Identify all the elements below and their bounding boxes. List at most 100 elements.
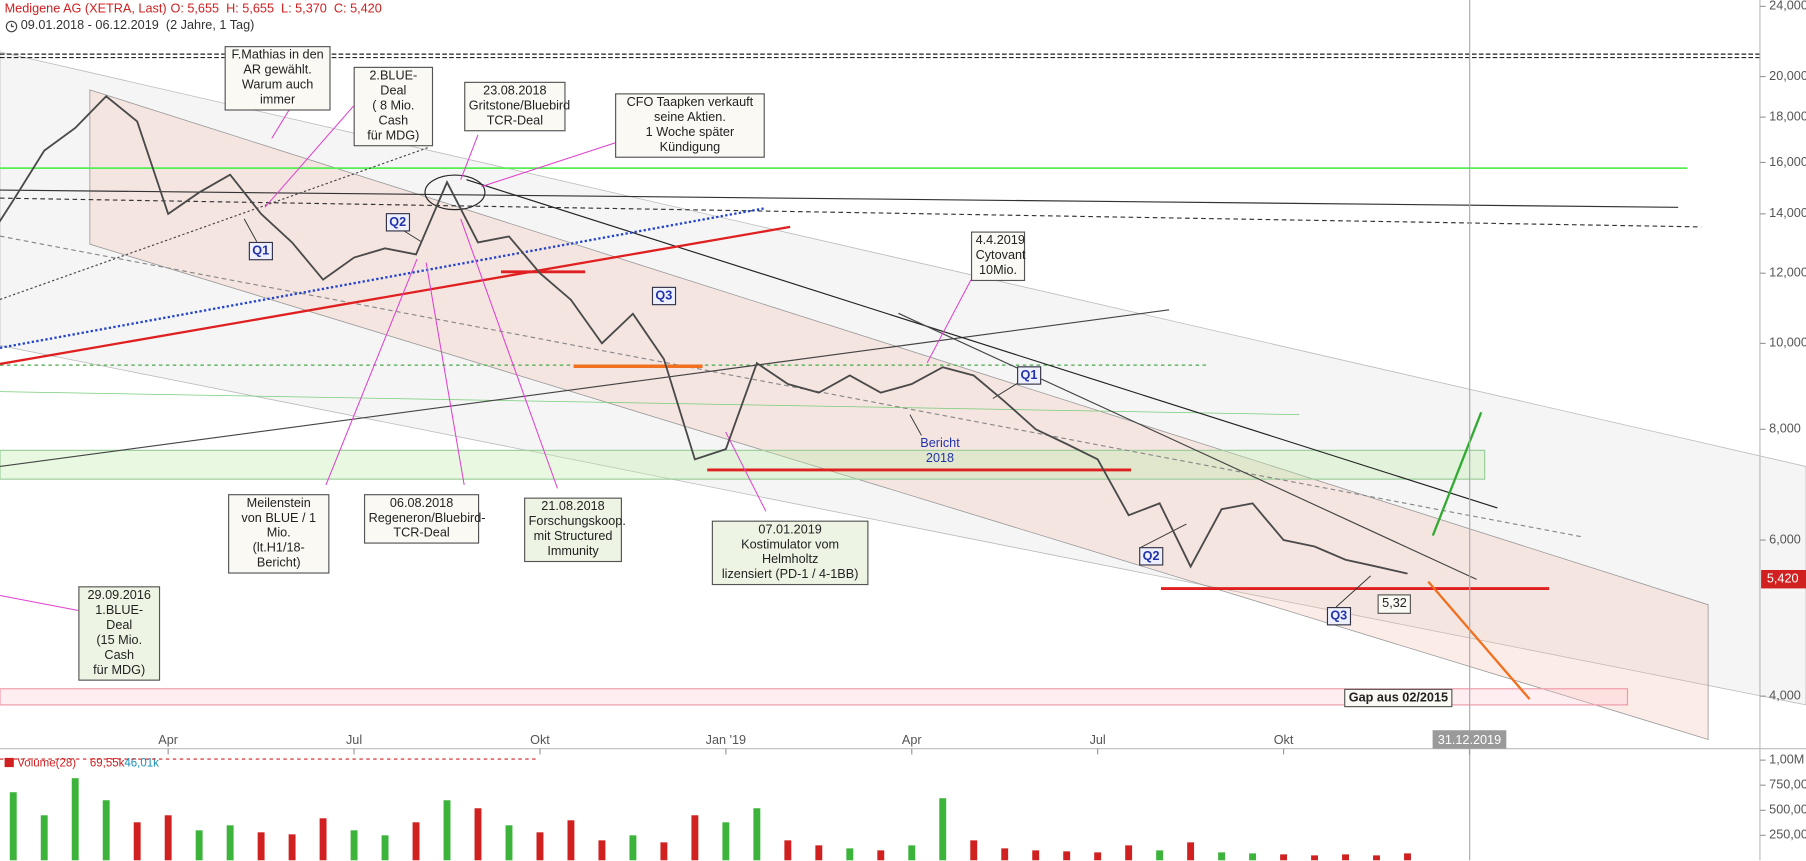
y-tick-label: 20,000: [1769, 69, 1806, 83]
x-tick-label: Jul: [346, 733, 362, 747]
annotation: 21.08.2018 Forschungskoop. mit Structure…: [524, 497, 626, 563]
trendline: [0, 225, 791, 366]
connectors: [0, 96, 972, 611]
y-tick-label: 18,000: [1769, 109, 1806, 123]
annotation: Bericht 2018: [920, 436, 960, 466]
trendline: [0, 235, 1582, 538]
volume-bar: [288, 834, 296, 861]
volume-bar: [9, 792, 17, 861]
x-tick-label: Jul: [1090, 733, 1106, 747]
trendline: [0, 309, 1170, 468]
trendline: [898, 312, 1477, 580]
trendline: [0, 207, 764, 349]
highlight: [424, 174, 486, 211]
quarter-label: Q2: [1139, 547, 1163, 566]
volume-title: Volume(28): [17, 758, 76, 770]
last-price-box: [1761, 569, 1806, 589]
volume-bar: [846, 848, 854, 861]
annotation: Gap aus 02/2015: [1344, 688, 1453, 708]
y-tick-label: 16,000: [1769, 155, 1806, 169]
volume-bar: [505, 825, 513, 861]
volume-bar: [970, 840, 978, 861]
outer-channel: [0, 51, 1806, 706]
y-tick-label: 12,000: [1769, 266, 1806, 280]
annotation: 2.BLUE-Deal ( 8 Mio. Cash für MDG): [353, 66, 434, 147]
annotation: 06.08.2018 Regeneron/Bluebird- TCR-Deal: [363, 494, 486, 544]
trendline: [0, 391, 1300, 416]
connectors: [243, 218, 1371, 608]
volume-bar: [722, 822, 730, 861]
quarter-label: Q2: [385, 213, 410, 232]
volume-bar: [629, 835, 637, 861]
price-line: [0, 95, 1408, 575]
annotation: CFO Taapken verkauft seine Aktien. 1 Woc…: [615, 93, 765, 158]
volume-bar: [1187, 842, 1195, 861]
volume-bar: [1218, 852, 1226, 861]
volume-bar: [1125, 845, 1133, 861]
volume-readout: 46,01k: [124, 758, 159, 770]
volume-bar: [443, 800, 451, 861]
x-tick-label: Jan '19: [706, 733, 746, 747]
volume-bar: [567, 820, 575, 861]
volume-bar: [412, 822, 420, 861]
y-tick-label: 250,00k: [1769, 828, 1806, 842]
y-tick-label: 14,000: [1769, 206, 1806, 220]
volume-bar: [164, 815, 172, 861]
trendline: [0, 197, 1702, 228]
y-tick-label: 4,000: [1769, 689, 1801, 703]
clock-icon: [5, 20, 18, 33]
quarter-label: Q3: [1326, 606, 1351, 626]
volume-bar: [877, 850, 885, 861]
volume-bar: [1404, 853, 1411, 861]
volume-bar: [1156, 850, 1164, 861]
volume-bar: [1249, 853, 1257, 861]
scenario: [1427, 580, 1531, 700]
instrument: Medigene AG (XETRA, Last): [4, 2, 167, 17]
scenario: [1431, 411, 1483, 537]
price-channel: [89, 89, 1709, 741]
y-tick-label: 500,00k: [1769, 803, 1806, 817]
annotation: Meilenstein von BLUE / 1 Mio. (lt.H1/18-…: [228, 494, 330, 574]
volume-bar: [226, 825, 234, 861]
volume-readout: 69,55k: [90, 758, 125, 770]
volume-bar: [381, 835, 389, 861]
volume-bar: [1032, 850, 1040, 861]
volume-bar: [1280, 854, 1288, 861]
volume-bar: [474, 808, 482, 861]
volume-bar: [133, 822, 141, 861]
volume-bar: [753, 808, 761, 861]
volume-bar: [1342, 854, 1349, 861]
volume-bar: [102, 800, 110, 861]
volume-bar: [660, 842, 668, 861]
volume-bar: [1311, 855, 1319, 861]
y-tick-label: 1,00M: [1769, 752, 1804, 766]
y-tick-label: 6,000: [1769, 532, 1801, 546]
annotation: 4.4.2019 Cytovant 10Mio.: [970, 231, 1026, 282]
last-price-label: 5,420: [1767, 572, 1799, 586]
volume-bar: [1373, 855, 1380, 861]
volume-bar: [908, 845, 916, 861]
annotation: F.Mathias in den AR gewählt. Warum auch …: [224, 46, 331, 111]
volume-bar: [195, 830, 203, 861]
volume-icon: [4, 757, 14, 768]
volume-bar: [815, 845, 823, 861]
annotation: 07.01.2019 Kostimulator vom Helmholtz li…: [711, 520, 869, 586]
volume-bar: [257, 832, 265, 861]
quarter-label: Q1: [1017, 366, 1041, 385]
annotation: 29.09.2016 1.BLUE-Deal (15 Mio. Cash für…: [78, 586, 161, 681]
trendline: [0, 146, 429, 301]
volume-bar: [536, 832, 544, 861]
volume-bar: [1063, 851, 1071, 861]
volume-bar: [939, 798, 947, 861]
trendline: [0, 189, 1679, 208]
volume-bar: [350, 830, 358, 861]
volume-bar: [1001, 848, 1009, 861]
x-tick-label: Okt: [1274, 733, 1294, 747]
annotation: 23.08.2018 Gritstone/Bluebird TCR-Deal: [464, 81, 570, 132]
x-tick-label: Apr: [158, 733, 178, 747]
x-tick-label: 31.12.2019: [1438, 733, 1501, 747]
date-range: 09.01.2018 - 06.12.2019 (2 Jahre, 1 Tag): [20, 18, 255, 33]
